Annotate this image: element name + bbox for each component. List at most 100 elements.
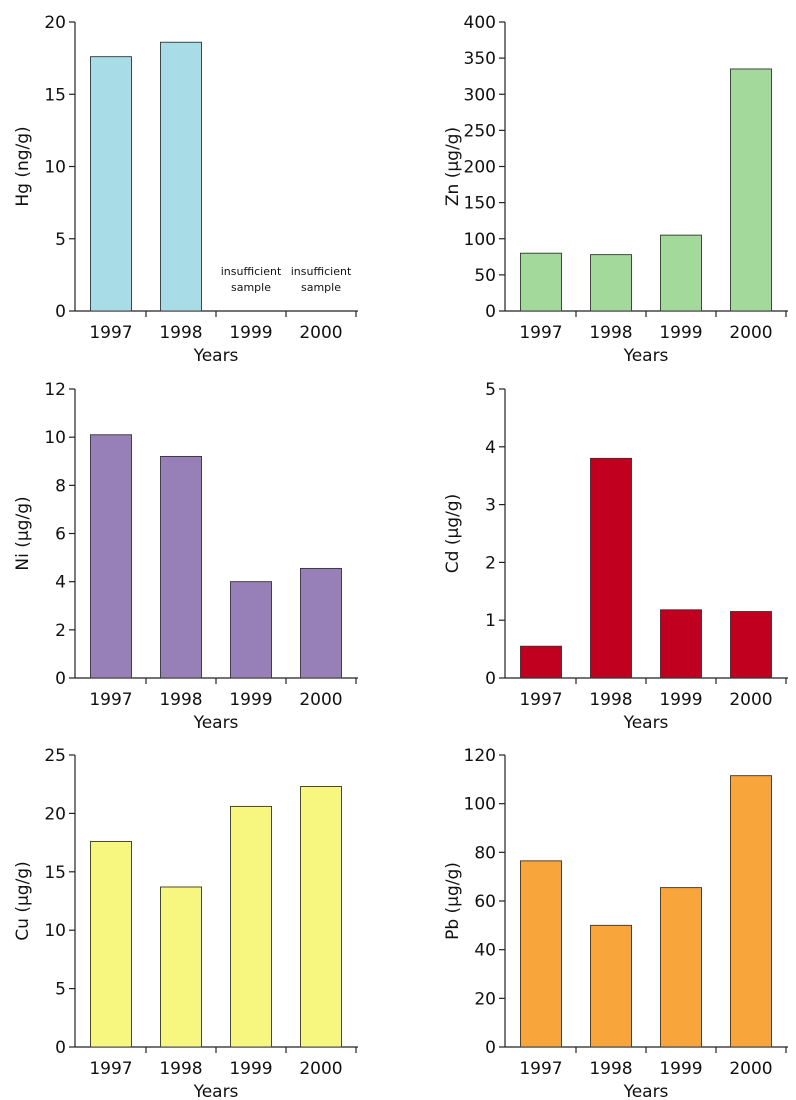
x-tick-label: 2000: [729, 323, 772, 343]
y-tick-label: 120: [464, 746, 496, 766]
x-tick-label: 1999: [659, 1059, 702, 1079]
y-tick-label: 100: [464, 795, 496, 815]
y-tick-label: 0: [485, 1038, 496, 1058]
x-tick-label: 1998: [589, 690, 632, 710]
x-tick-label: 2000: [299, 1059, 342, 1079]
bar-cd-1998: [590, 457, 632, 679]
x-tick-label: 1998: [159, 1059, 202, 1079]
y-tick-label: 20: [44, 804, 66, 824]
y-tick-label: 5: [55, 230, 66, 250]
y-tick-label: 6: [55, 525, 66, 545]
y-tick-label: 100: [464, 230, 496, 250]
bar-ni-1999: [230, 581, 272, 679]
y-tick-label: 150: [464, 194, 496, 214]
y-tick-label: 8: [55, 476, 66, 496]
y-tick-label: 0: [55, 302, 66, 322]
y-tick-label: 250: [464, 121, 496, 141]
bar-zn-1997: [520, 252, 562, 312]
x-tick-label: 1998: [159, 690, 202, 710]
y-tick-label: 0: [485, 669, 496, 689]
x-axis-title: Years: [193, 346, 239, 366]
y-tick-label: 10: [44, 428, 66, 448]
x-tick-label: 1997: [89, 1059, 132, 1079]
x-tick-label: 2000: [729, 690, 772, 710]
bar-ni-1998: [160, 455, 202, 679]
bar-cd-1999: [660, 609, 702, 679]
x-axis-title: Years: [193, 1082, 239, 1100]
y-tick-label: 15: [44, 85, 66, 105]
y-tick-label: 5: [485, 380, 496, 400]
bar-cd-1997: [520, 645, 562, 679]
y-tick-label: 350: [464, 49, 496, 69]
x-tick-label: 1999: [229, 690, 272, 710]
y-tick-label: 40: [474, 941, 496, 961]
bar-cu-2000: [300, 786, 342, 1048]
chart-panel-cd: 0 1 2 3 4 5 1997 1998 1999 2000 Years Cd (µg/g): [443, 380, 788, 733]
y-tick-label: 0: [485, 302, 496, 322]
bar-cu-1999: [230, 805, 272, 1048]
bar-cu-1997: [90, 840, 132, 1048]
chart-panel-ni: 0 2 4 6 8 10 12 1997 1998 1999 2000 Years Ni (µg/g): [13, 380, 358, 733]
bar-pb-1997: [520, 860, 562, 1048]
x-tick-label: 1997: [519, 323, 562, 343]
y-tick-label: 20: [474, 989, 496, 1009]
x-tick-label: 1997: [89, 323, 132, 343]
x-tick-label: 1998: [159, 323, 202, 343]
y-axis-title: Pb (µg/g): [443, 862, 463, 940]
x-tick-label: 1998: [589, 323, 632, 343]
y-tick-label: 3: [485, 496, 496, 516]
x-tick-label: 1997: [519, 1059, 562, 1079]
y-tick-label: 10: [44, 921, 66, 941]
y-tick-label: 2: [55, 621, 66, 641]
insufficient-sample-note: insufficient sample: [221, 265, 282, 294]
y-axis-title: Cu (µg/g): [13, 861, 33, 940]
x-axis-title: Years: [623, 346, 669, 366]
y-tick-label: 300: [464, 85, 496, 105]
y-tick-label: 5: [55, 980, 66, 1000]
y-tick-label: 20: [44, 13, 66, 33]
x-axis-title: Years: [193, 713, 239, 733]
chart-panel-pb: 0 20 40 60 80 100 120 1997 1998 1999 2000 Years Pb (…: [443, 746, 788, 1100]
x-tick-label: 1999: [229, 1059, 272, 1079]
y-tick-label: 200: [464, 158, 496, 178]
chart-panel-cu: 0 5 10 15 20 25 1997 1998 1999 2000 Years Cu (µg/g): [13, 746, 358, 1100]
y-tick-label: 4: [485, 438, 496, 458]
x-axis-title: Years: [623, 1082, 669, 1100]
bar-zn-2000: [730, 68, 772, 312]
y-tick-label: 12: [44, 380, 66, 400]
x-tick-label: 1997: [89, 690, 132, 710]
bar-pb-1999: [660, 887, 702, 1048]
bar-cu-1998: [160, 886, 202, 1048]
y-tick-label: 50: [474, 266, 496, 286]
y-tick-label: 15: [44, 863, 66, 883]
x-tick-label: 1998: [589, 1059, 632, 1079]
bar-zn-1999: [660, 234, 702, 312]
bar-hg-1998: [160, 41, 202, 312]
x-tick-label: 1999: [659, 690, 702, 710]
x-tick-label: 1997: [519, 690, 562, 710]
y-tick-label: 4: [55, 573, 66, 593]
x-axis-title: Years: [623, 713, 669, 733]
y-tick-label: 60: [474, 892, 496, 912]
x-tick-label: 2000: [299, 323, 342, 343]
bar-hg-1997: [90, 56, 132, 312]
y-axis-title: Hg (ng/g): [13, 126, 33, 206]
y-tick-label: 0: [55, 669, 66, 689]
y-tick-label: 25: [44, 746, 66, 766]
y-tick-label: 1: [485, 611, 496, 631]
chart-panel-zn: 0 50 100 150 200 250 300 350 400 1997 1998 1999 2000…: [443, 13, 788, 366]
bar-zn-1998: [590, 254, 632, 312]
y-tick-label: 10: [44, 158, 66, 178]
x-tick-label: 2000: [729, 1059, 772, 1079]
y-axis-title: Zn (µg/g): [443, 127, 463, 206]
y-axis-title: Cd (µg/g): [443, 494, 463, 573]
x-tick-label: 2000: [299, 690, 342, 710]
chart-panel-hg: 0 5 10 15 20 1997 1998 insufficient sample 1999 in…: [13, 13, 358, 366]
bar-pb-1998: [590, 924, 632, 1048]
y-axis-title: Ni (µg/g): [13, 496, 33, 570]
y-tick-label: 2: [485, 553, 496, 573]
y-tick-label: 0: [55, 1038, 66, 1058]
bar-pb-2000: [730, 775, 772, 1048]
bar-ni-1997: [90, 434, 132, 679]
